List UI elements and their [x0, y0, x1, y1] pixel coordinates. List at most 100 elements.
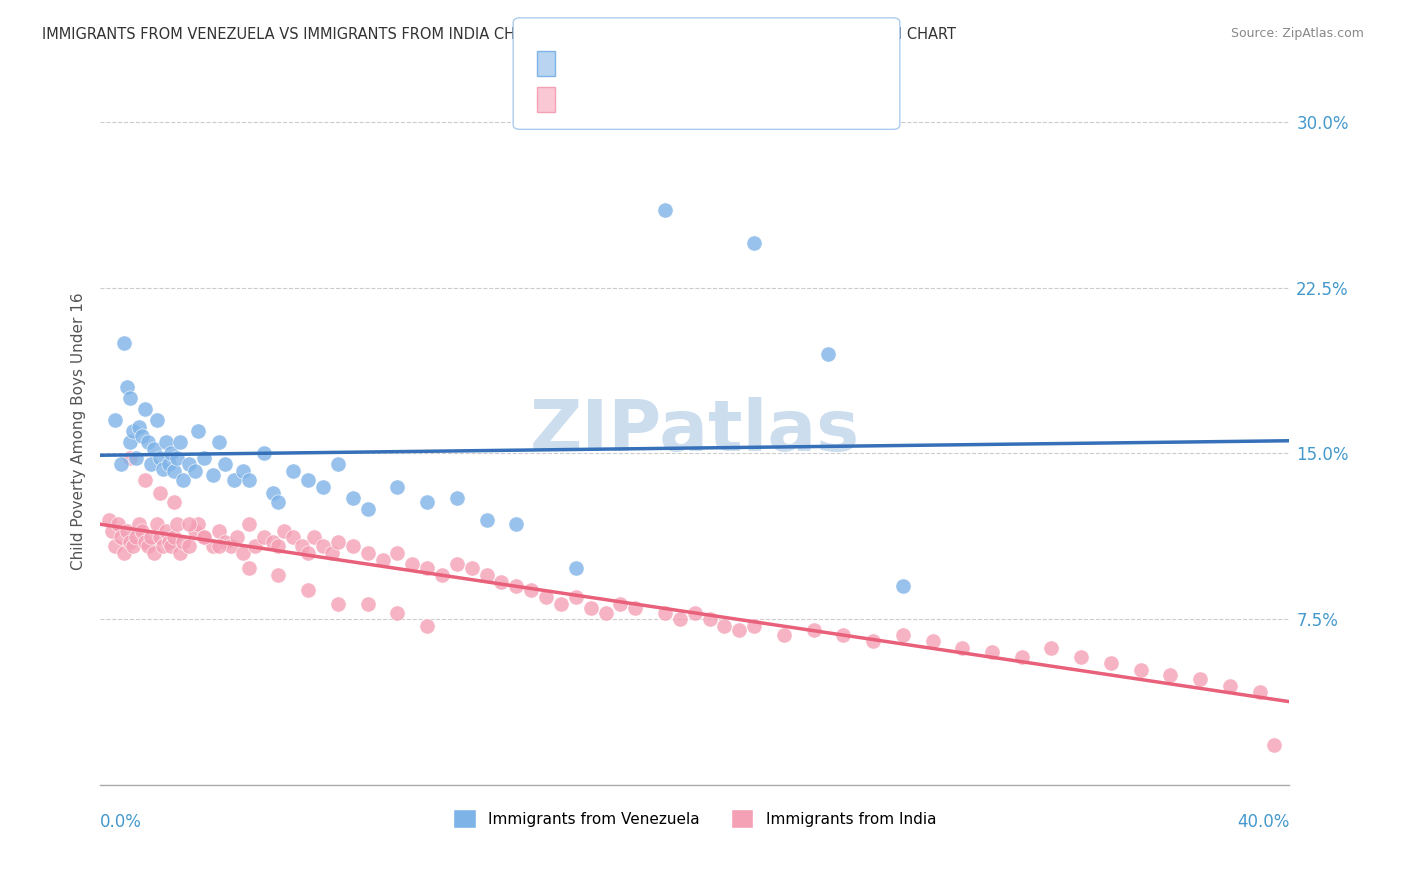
Point — [342, 491, 364, 505]
Point — [238, 517, 260, 532]
Point — [145, 413, 167, 427]
Point — [921, 634, 943, 648]
Point — [742, 236, 765, 251]
Point — [357, 597, 380, 611]
Point — [565, 590, 588, 604]
Point — [1219, 679, 1241, 693]
Point — [172, 473, 194, 487]
Point — [891, 628, 914, 642]
Point — [238, 473, 260, 487]
Point — [1040, 640, 1063, 655]
Point — [107, 517, 129, 532]
Point — [163, 464, 186, 478]
Point — [326, 597, 349, 611]
Point — [214, 458, 236, 472]
Point — [104, 539, 127, 553]
Point — [157, 458, 180, 472]
Point — [172, 534, 194, 549]
Point — [131, 428, 153, 442]
Text: Source: ZipAtlas.com: Source: ZipAtlas.com — [1230, 27, 1364, 40]
Point — [193, 530, 215, 544]
Point — [243, 539, 266, 553]
Point — [862, 634, 884, 648]
Text: 40.0%: 40.0% — [1237, 814, 1289, 831]
Text: R = -0.399  N =  53: R = -0.399 N = 53 — [560, 55, 733, 70]
Point — [950, 640, 973, 655]
Point — [222, 473, 245, 487]
Legend: Immigrants from Venezuela, Immigrants from India: Immigrants from Venezuela, Immigrants fr… — [447, 803, 942, 834]
Point — [565, 561, 588, 575]
Point — [1159, 667, 1181, 681]
Point — [253, 446, 276, 460]
Point — [832, 628, 855, 642]
Point — [160, 539, 183, 553]
Point — [520, 583, 543, 598]
Point — [357, 546, 380, 560]
Point — [160, 446, 183, 460]
Point — [446, 557, 468, 571]
Point — [387, 546, 409, 560]
Point — [550, 597, 572, 611]
Point — [125, 530, 148, 544]
Point — [131, 524, 153, 538]
Point — [699, 612, 721, 626]
Point — [505, 517, 527, 532]
Point — [121, 424, 143, 438]
Point — [387, 606, 409, 620]
Point — [475, 568, 498, 582]
Point — [669, 612, 692, 626]
Text: IMMIGRANTS FROM VENEZUELA VS IMMIGRANTS FROM INDIA CHILD POVERTY AMONG BOYS UNDE: IMMIGRANTS FROM VENEZUELA VS IMMIGRANTS … — [42, 27, 956, 42]
Point — [139, 458, 162, 472]
Point — [125, 450, 148, 465]
Point — [118, 391, 141, 405]
Point — [98, 513, 121, 527]
Point — [654, 606, 676, 620]
Point — [136, 435, 159, 450]
Point — [595, 606, 617, 620]
Point — [1249, 685, 1271, 699]
Point — [163, 495, 186, 509]
Point — [134, 402, 156, 417]
Point — [112, 546, 135, 560]
Point — [773, 628, 796, 642]
Point — [302, 530, 325, 544]
Point — [1189, 672, 1212, 686]
Point — [193, 530, 215, 544]
Point — [179, 517, 201, 532]
Point — [283, 530, 305, 544]
Point — [505, 579, 527, 593]
Point — [401, 557, 423, 571]
Point — [128, 517, 150, 532]
Y-axis label: Child Poverty Among Boys Under 16: Child Poverty Among Boys Under 16 — [72, 293, 86, 570]
Point — [202, 539, 225, 553]
Point — [491, 574, 513, 589]
Point — [202, 468, 225, 483]
Point — [262, 486, 284, 500]
Point — [683, 606, 706, 620]
Point — [267, 495, 290, 509]
Point — [166, 517, 188, 532]
Text: 0.0%: 0.0% — [100, 814, 142, 831]
Point — [152, 539, 174, 553]
Point — [142, 442, 165, 456]
Point — [1070, 649, 1092, 664]
Point — [817, 347, 839, 361]
Point — [101, 524, 124, 538]
Point — [142, 546, 165, 560]
Point — [152, 462, 174, 476]
Point — [713, 619, 735, 633]
Point — [321, 546, 343, 560]
Point — [609, 597, 631, 611]
Point — [179, 539, 201, 553]
Point — [803, 624, 825, 638]
Point — [416, 495, 439, 509]
Point — [267, 539, 290, 553]
Point — [579, 601, 602, 615]
Point — [115, 524, 138, 538]
Point — [297, 583, 319, 598]
Point — [253, 530, 276, 544]
Point — [112, 335, 135, 350]
Point — [121, 539, 143, 553]
Point — [297, 546, 319, 560]
Point — [232, 464, 254, 478]
